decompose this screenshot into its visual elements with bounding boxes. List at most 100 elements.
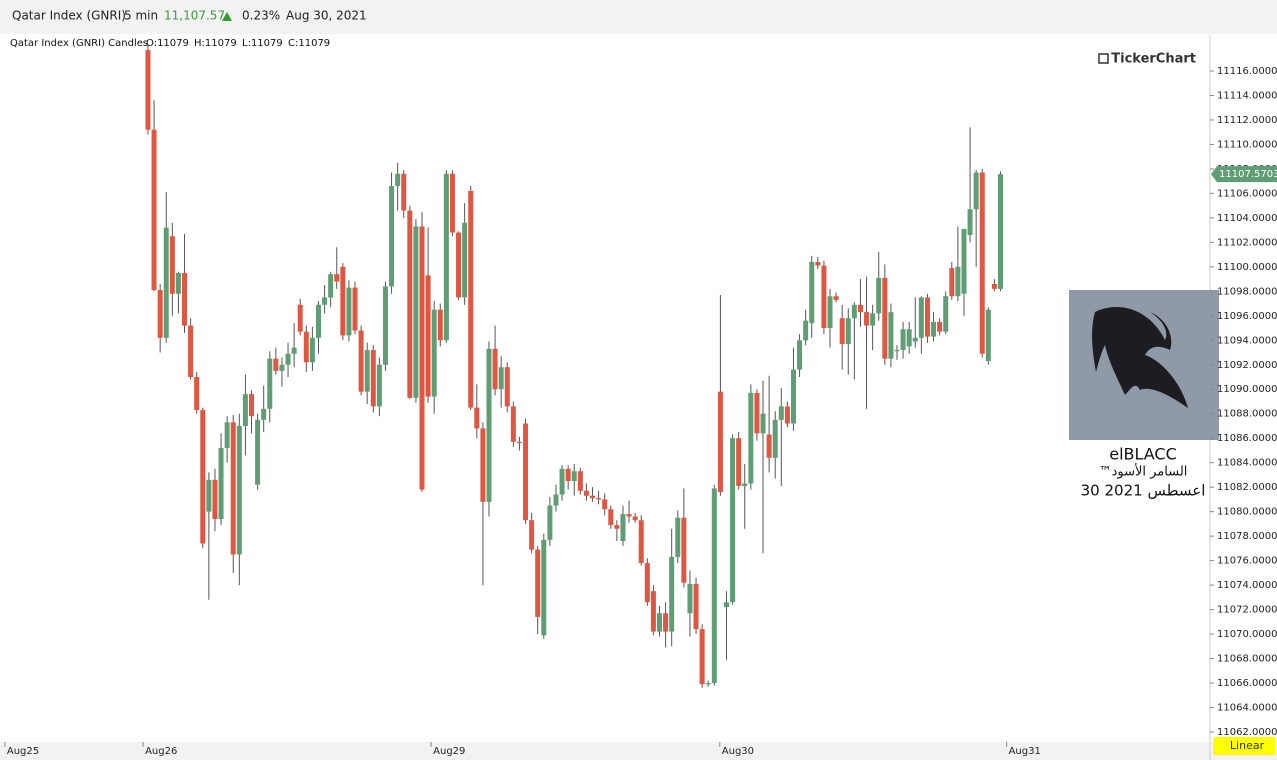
candle-body [839, 318, 845, 344]
candle-body [523, 423, 529, 521]
candle-body [352, 287, 358, 331]
price: 11,107.57 [164, 9, 225, 23]
candle-body [632, 516, 638, 521]
legend-close: C:11079 [288, 38, 330, 49]
candle-body [979, 172, 985, 354]
candle-body [699, 629, 705, 685]
candle-body [833, 296, 839, 300]
scale-mode[interactable]: Linear [1230, 739, 1265, 752]
candle-body [931, 321, 937, 337]
candle-body [924, 297, 930, 337]
candle-body [516, 441, 522, 444]
candle-body [309, 337, 315, 363]
y-tick-label: 11096.0000 [1217, 311, 1277, 322]
candle-body [449, 173, 455, 233]
candle-body [169, 236, 175, 294]
candle-body [596, 498, 602, 500]
candle-body [145, 50, 151, 130]
candle-body [778, 406, 784, 420]
candle-body [650, 591, 656, 632]
candle-body [206, 479, 212, 512]
candle-body [468, 190, 474, 408]
candle-body [315, 304, 321, 338]
y-tick-label: 11114.0000 [1217, 90, 1277, 101]
candle-body [845, 318, 851, 344]
candle-body [590, 495, 596, 499]
candle-body [961, 228, 967, 294]
candle-body [212, 479, 218, 519]
candle-body [236, 425, 242, 555]
y-tick-label: 11102.0000 [1217, 237, 1277, 248]
candle-body [876, 277, 882, 314]
symbol[interactable]: Qatar Index (GNRI) [12, 9, 126, 23]
candle-body [717, 391, 723, 493]
candle-body [194, 376, 200, 411]
candle-body [748, 392, 754, 484]
y-tick-label: 11074.0000 [1217, 580, 1277, 591]
logo-icon [1098, 53, 1109, 64]
candle-body [766, 434, 772, 458]
candle-body [340, 266, 346, 336]
y-tick-label: 11066.0000 [1217, 678, 1277, 689]
candle-body [541, 539, 547, 636]
candle-body [437, 309, 443, 341]
candle-body [407, 210, 413, 398]
candle-body [955, 266, 961, 297]
candle-body [742, 483, 748, 486]
candle-body [486, 348, 492, 502]
candle-body [297, 304, 303, 332]
y-tick-label: 11082.0000 [1217, 482, 1277, 493]
candle-body [906, 329, 912, 347]
profile-name: elBLACC [1109, 445, 1177, 464]
candle-body [364, 350, 370, 392]
last-price-label: 11107.5703 [1219, 169, 1277, 180]
candle-body [790, 369, 796, 424]
candle-body [285, 353, 291, 365]
candle-body [242, 394, 248, 426]
candle-body [943, 296, 949, 332]
candle-body [827, 296, 833, 329]
y-tick-label: 11092.0000 [1217, 360, 1277, 371]
candle-body [480, 428, 486, 502]
candle-body [973, 172, 979, 210]
candle-body [346, 287, 352, 336]
y-tick-label: 11072.0000 [1217, 605, 1277, 616]
profile-image [1069, 290, 1219, 440]
x-tick-label: Aug29 [433, 746, 465, 757]
candle-body [322, 297, 328, 305]
candle-body [163, 227, 169, 338]
candle-body [760, 413, 766, 434]
candle-body [303, 331, 309, 363]
legend-title: Qatar Index (GNRI) Candles [10, 38, 148, 49]
y-tick-label: 11116.0000 [1217, 66, 1277, 77]
profile-subtitle: السامر الأسود™ [1099, 463, 1188, 480]
candle-body [614, 525, 620, 529]
y-tick-label: 11110.0000 [1217, 139, 1277, 150]
candle-body [900, 329, 906, 351]
candle-body [602, 499, 608, 510]
candle-body [389, 186, 395, 287]
candle-body [279, 364, 285, 371]
scale-mode-button[interactable] [1213, 737, 1275, 755]
candle-body [797, 340, 803, 370]
y-tick-label: 11094.0000 [1217, 335, 1277, 346]
candle-body [949, 268, 955, 297]
interval[interactable]: 5 min [124, 9, 158, 23]
candle-body [967, 209, 973, 236]
y-tick-label: 11098.0000 [1217, 286, 1277, 297]
legend-low: L:11079 [242, 38, 283, 49]
candle-body [638, 520, 644, 564]
y-tick-label: 11080.0000 [1217, 507, 1277, 518]
candle-body [443, 173, 449, 341]
candle-body [669, 556, 675, 632]
candle-body [376, 364, 382, 407]
date: Aug 30, 2021 [286, 9, 367, 23]
candle-body [559, 468, 565, 495]
up-arrow [222, 12, 232, 21]
candle-body [985, 309, 991, 362]
y-tick-label: 11064.0000 [1217, 702, 1277, 713]
candle-body [888, 312, 894, 359]
legend-open: O:11079 [146, 38, 189, 49]
